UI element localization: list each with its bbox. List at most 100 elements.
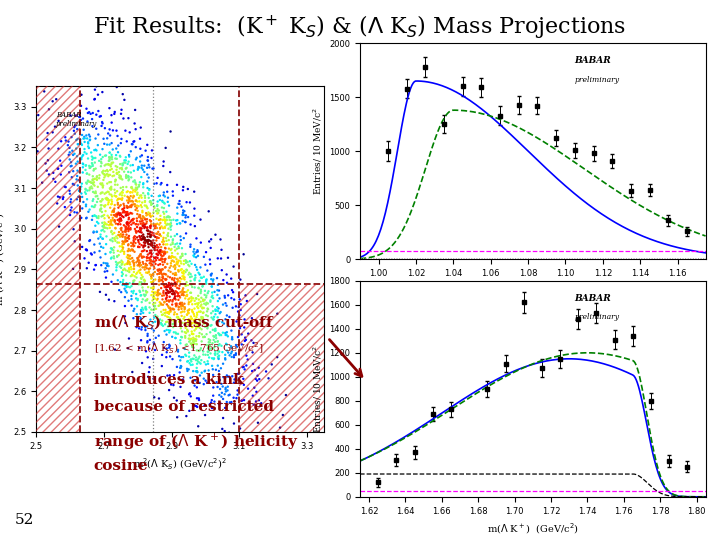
Point [189, 296, 200, 305]
Point [195, 298, 207, 306]
Point [189, 381, 200, 390]
Point [230, 341, 242, 349]
Point [119, 156, 130, 165]
Point [145, 221, 156, 230]
Point [120, 171, 132, 179]
Point [128, 236, 140, 245]
Point [148, 164, 159, 173]
Point [161, 213, 172, 222]
Point [104, 166, 116, 174]
Point [196, 274, 207, 282]
Point [148, 253, 160, 262]
Point [130, 196, 142, 205]
Point [159, 249, 171, 258]
Point [156, 265, 168, 274]
Point [100, 194, 112, 203]
Point [87, 161, 99, 170]
Point [176, 299, 188, 307]
Point [193, 396, 204, 404]
Point [159, 217, 171, 226]
Point [132, 191, 143, 199]
Point [104, 184, 116, 193]
Point [138, 232, 149, 241]
Point [77, 114, 89, 123]
Point [114, 215, 125, 224]
Point [190, 325, 202, 333]
Point [164, 307, 176, 316]
Point [226, 286, 238, 294]
Point [71, 136, 82, 144]
Point [184, 335, 196, 343]
Point [164, 303, 176, 312]
Point [156, 316, 168, 325]
Point [60, 136, 71, 145]
Point [241, 296, 253, 305]
Point [100, 160, 112, 169]
Point [170, 263, 181, 272]
Point [92, 90, 104, 99]
Point [88, 166, 99, 175]
Point [207, 302, 218, 310]
Point [148, 257, 159, 266]
Point [171, 275, 183, 284]
Point [84, 144, 95, 152]
Point [117, 237, 128, 246]
Point [176, 275, 187, 284]
Point [118, 199, 130, 208]
Point [78, 151, 89, 159]
Point [162, 231, 174, 239]
Point [140, 323, 151, 332]
Point [175, 299, 186, 307]
Point [153, 280, 165, 289]
Point [214, 330, 225, 339]
Point [167, 289, 179, 298]
Point [109, 224, 121, 232]
Point [52, 164, 63, 173]
Point [153, 275, 165, 284]
Point [74, 113, 86, 122]
Point [117, 194, 128, 202]
Point [115, 184, 127, 192]
Point [159, 222, 171, 231]
Point [156, 319, 167, 327]
Point [169, 274, 181, 282]
Point [80, 200, 91, 209]
Point [135, 235, 146, 244]
Point [122, 259, 133, 267]
Point [152, 173, 163, 182]
Point [203, 287, 215, 296]
Point [81, 134, 93, 143]
Point [137, 295, 148, 303]
Point [168, 290, 180, 299]
Point [233, 307, 244, 316]
Point [122, 208, 133, 217]
Point [159, 224, 171, 232]
Point [153, 248, 164, 256]
Point [142, 223, 153, 232]
Point [212, 341, 224, 350]
Point [134, 134, 145, 143]
Point [159, 256, 171, 265]
Point [133, 180, 145, 189]
Point [194, 346, 206, 354]
Point [122, 257, 134, 266]
Point [158, 191, 169, 200]
Point [182, 306, 194, 315]
Point [200, 376, 212, 385]
Point [206, 396, 217, 404]
Point [181, 278, 192, 287]
Point [77, 159, 89, 168]
Point [159, 282, 171, 291]
Point [213, 352, 225, 360]
Point [214, 376, 225, 384]
Point [81, 213, 92, 222]
Point [66, 161, 77, 170]
Point [106, 220, 117, 228]
Point [112, 220, 124, 228]
Point [154, 247, 166, 255]
Point [99, 201, 110, 210]
Point [209, 287, 220, 296]
Point [209, 325, 220, 334]
Point [40, 159, 51, 168]
Point [167, 240, 179, 248]
